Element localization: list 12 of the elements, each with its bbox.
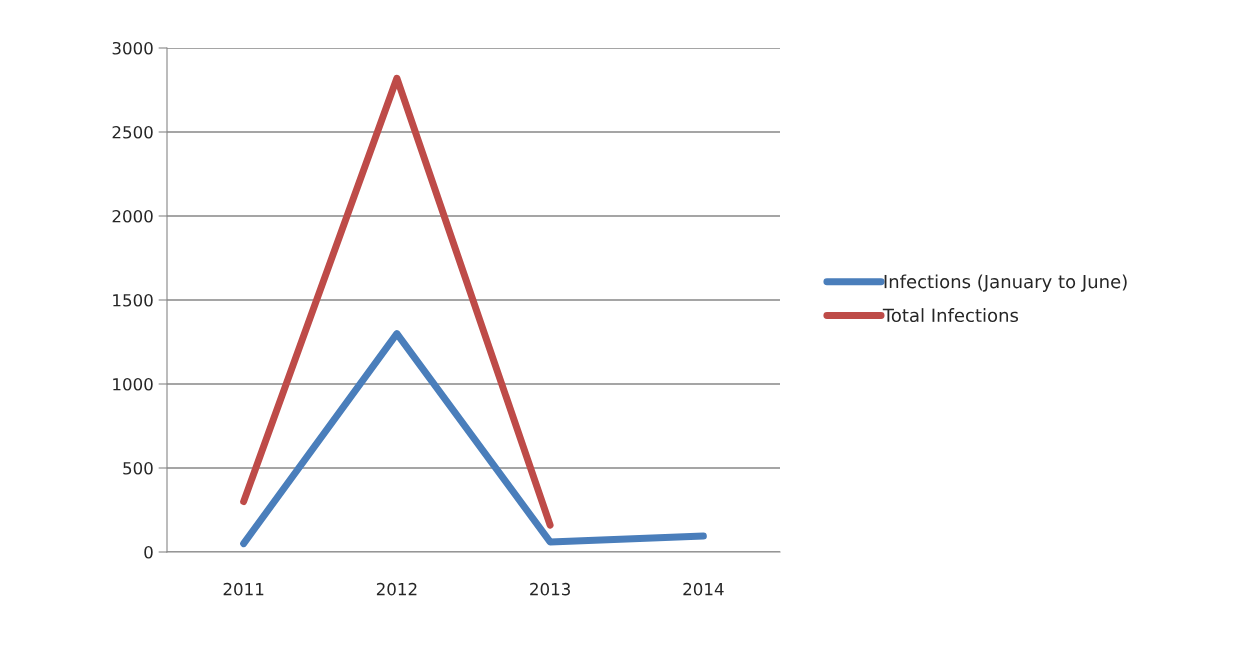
- x-tick-label: 2011: [223, 582, 264, 596]
- y-tick-label: 2000: [112, 209, 153, 223]
- y-tick-label: 3000: [112, 41, 153, 55]
- y-tick-label: 1500: [113, 293, 153, 307]
- y-tick-label: 2500: [112, 125, 153, 139]
- x-tick-label: 2013: [530, 582, 570, 596]
- y-tick-label: 1000: [113, 377, 153, 391]
- y-tick-label: 0: [144, 545, 153, 559]
- x-tick-label: 2012: [376, 582, 417, 596]
- legend-label: Infections (January to June): [884, 274, 1127, 292]
- x-tick-label: 2014: [683, 582, 724, 596]
- y-tick-label: 500: [123, 461, 153, 475]
